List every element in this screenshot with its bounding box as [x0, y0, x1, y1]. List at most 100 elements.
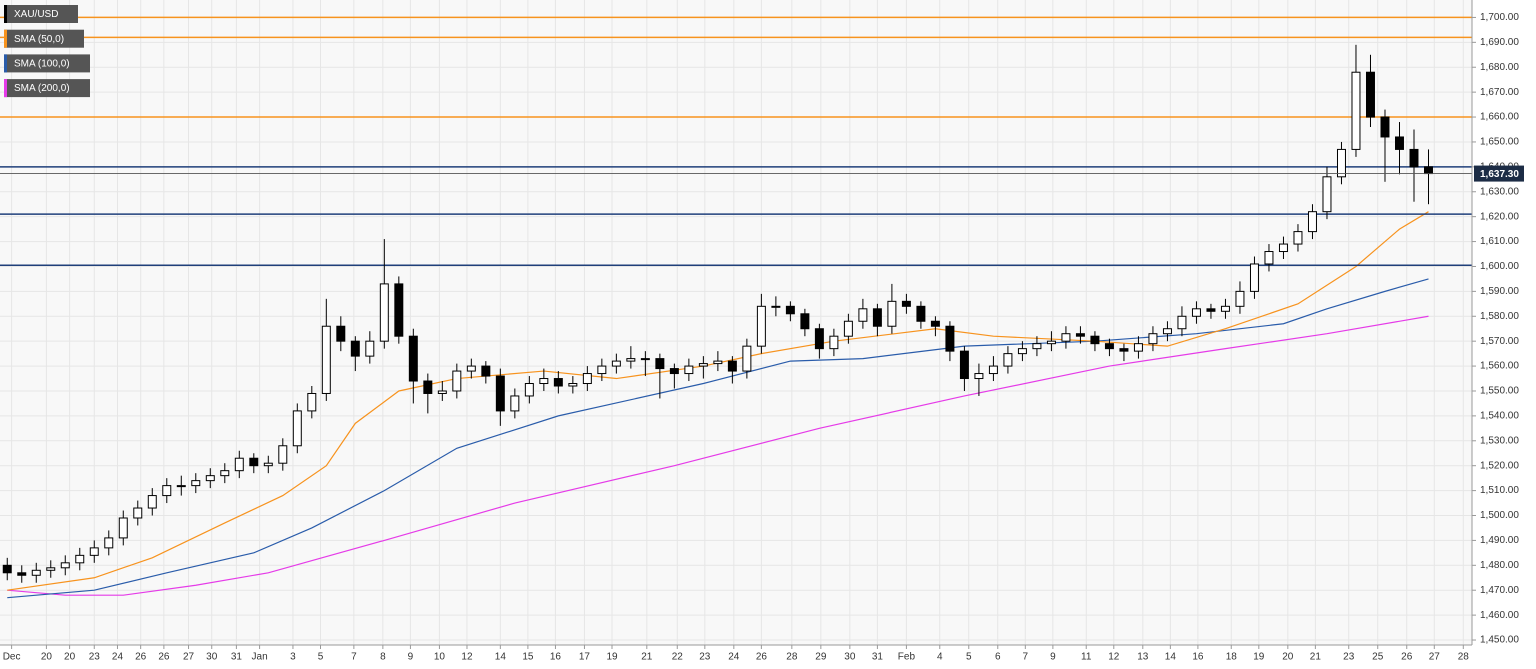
candle-body — [1119, 348, 1129, 352]
x-tick-label: 16 — [1192, 652, 1204, 663]
candle-body — [205, 475, 215, 482]
marks — [0, 16, 1472, 599]
candle-body — [698, 363, 708, 367]
x-tick-label: 28 — [1458, 652, 1470, 663]
candle-body — [1191, 308, 1201, 317]
candle-body — [1003, 353, 1013, 367]
x-tick-label: 23 — [1343, 652, 1355, 663]
x-tick-label: 22 — [672, 652, 684, 663]
y-tick-label: 1,670.00 — [1480, 87, 1519, 98]
candle-body — [945, 325, 955, 352]
candle-body — [1206, 308, 1216, 312]
candle-body — [466, 365, 476, 372]
x-tick-label: 4 — [937, 652, 943, 663]
x-tick-label: 26 — [135, 652, 147, 663]
candle-body — [1322, 176, 1332, 213]
legend-box — [4, 79, 90, 98]
candle-body — [481, 365, 491, 377]
x-tick-label: 18 — [1226, 652, 1238, 663]
sma-line — [7, 315, 1429, 596]
x-tick-label: 30 — [206, 652, 218, 663]
x-tick-label: 14 — [495, 652, 507, 663]
x-tick-label: 28 — [786, 652, 798, 663]
x-tick-label: 14 — [1165, 652, 1177, 663]
x-tick-label: 26 — [756, 652, 768, 663]
candle-body — [771, 305, 781, 308]
x-tick-label: Jan — [252, 652, 268, 663]
candle-body — [379, 283, 389, 342]
y-tick-label: 1,470.00 — [1480, 585, 1519, 596]
candle-body — [727, 360, 737, 372]
y-tick-label: 1,590.00 — [1480, 286, 1519, 297]
legend-swatch — [4, 79, 7, 98]
y-tick-label: 1,530.00 — [1480, 435, 1519, 446]
y-tick-label: 1,570.00 — [1480, 336, 1519, 347]
candle-body — [785, 305, 795, 315]
legend-label: SMA (100,0) — [14, 59, 70, 70]
candle-body — [452, 370, 462, 392]
candle-body — [1409, 148, 1419, 168]
candle-body — [713, 360, 723, 365]
y-tick-label: 1,540.00 — [1480, 411, 1519, 422]
y-tick-label: 1,500.00 — [1480, 510, 1519, 521]
candle-body — [2, 564, 12, 574]
candle-body — [75, 554, 85, 564]
candle-body — [539, 378, 549, 385]
x-tick-label: 13 — [1137, 652, 1149, 663]
candle-body — [1061, 333, 1071, 342]
legend: XAU/USD SMA (50,0) SMA (100,0) SMA (200,0) — [4, 5, 90, 98]
y-tick-label: 1,520.00 — [1480, 460, 1519, 471]
x-tick-label: 20 — [1282, 652, 1294, 663]
x-tick-label: 19 — [1253, 652, 1265, 663]
x-tick-label: 24 — [112, 652, 124, 663]
y-tick-label: 1,490.00 — [1480, 535, 1519, 546]
candle-body — [191, 480, 201, 487]
legend-swatch — [4, 54, 7, 73]
candle-body — [916, 305, 926, 322]
candle-body — [1424, 166, 1433, 175]
x-tick-label: 21 — [641, 652, 653, 663]
last-price-label: 1,637.30 — [1480, 169, 1519, 180]
x-tick-label: 20 — [41, 652, 53, 663]
candle-body — [307, 392, 317, 412]
x-tick-label: 12 — [461, 652, 473, 663]
candle-body — [1104, 343, 1114, 350]
x-tick-label: 31 — [872, 652, 884, 663]
candle-body — [118, 517, 128, 539]
x-tick-label: 9 — [408, 652, 414, 663]
candle-body — [684, 365, 694, 375]
y-tick-label: 1,690.00 — [1480, 37, 1519, 48]
x-tick-label: 8 — [380, 652, 386, 663]
x-tick-label: 21 — [1310, 652, 1322, 663]
x-tick-label: 19 — [606, 652, 618, 663]
candle-body — [655, 358, 665, 370]
candle-body — [1220, 305, 1230, 312]
candle-body — [133, 507, 143, 519]
legend-box — [4, 5, 78, 23]
candle-body — [350, 340, 360, 357]
plot-background — [0, 0, 1472, 645]
candle-body — [278, 445, 288, 464]
candle-body — [1133, 343, 1143, 352]
candle-body — [814, 328, 824, 350]
x-tick-label: 31 — [231, 652, 243, 663]
candle-body — [104, 537, 114, 549]
y-tick-label: 1,650.00 — [1480, 137, 1519, 148]
candle-body — [1293, 231, 1303, 245]
y-tick-label: 1,630.00 — [1480, 186, 1519, 197]
candle-body — [176, 485, 186, 488]
x-tick-label: 7 — [351, 652, 357, 663]
candle-body — [568, 383, 578, 387]
y-tick-label: 1,580.00 — [1480, 311, 1519, 322]
x-tick-label: 15 — [522, 652, 534, 663]
x-tick-label: 29 — [815, 652, 827, 663]
x-tick-label: 20 — [64, 652, 76, 663]
legend-box — [4, 54, 90, 73]
x-tick-label: 23 — [699, 652, 711, 663]
candle-body — [553, 378, 563, 387]
last-price-box — [1474, 165, 1524, 182]
x-tick-label: 30 — [844, 652, 856, 663]
candle-body — [843, 320, 853, 337]
candle-body — [1046, 340, 1056, 345]
x-tick-label: Dec — [3, 652, 21, 663]
